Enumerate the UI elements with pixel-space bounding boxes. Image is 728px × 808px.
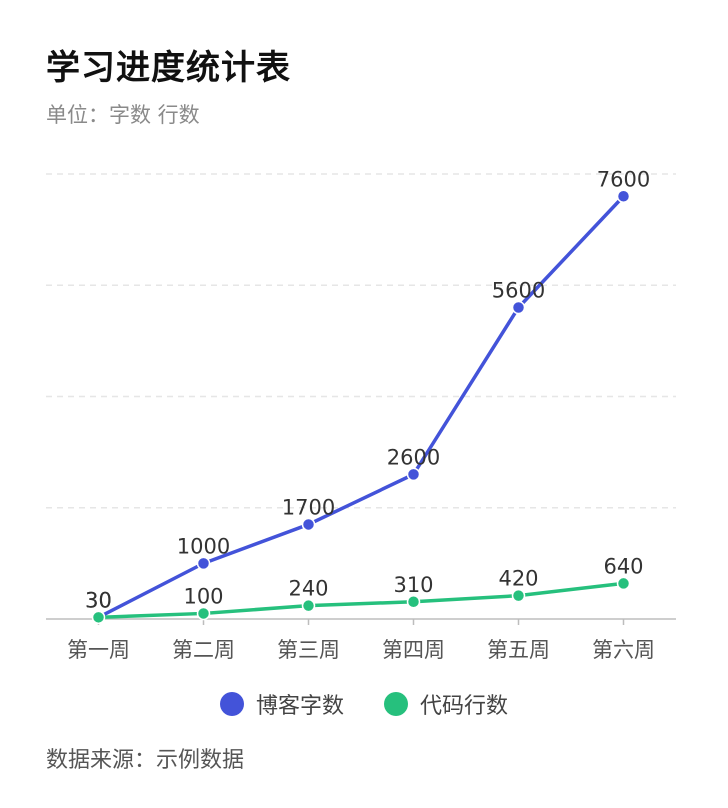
data-source-note: 数据来源：示例数据 [46,748,245,773]
line-chart: 第一周 第二周 第三周 第四周 第五周 第六周 30 1000 1700 2600 5600 7600… [46,167,676,662]
data-point [616,189,631,203]
legend-marker-code [384,692,408,716]
data-point [406,595,421,609]
data-point [511,300,526,315]
data-label: 640 [603,554,643,578]
data-point [511,588,526,603]
x-tick-label: 第三周 [277,638,340,662]
data-label: 30 [85,588,112,612]
data-label: 1700 [282,495,335,519]
data-point [406,467,421,482]
x-tick-label: 第五周 [487,638,550,662]
data-label: 420 [498,567,538,591]
x-tick-label: 第一周 [67,638,130,662]
data-point [196,606,211,621]
data-point [301,598,316,613]
chart-legend: 博客字数 代码行数 [0,688,728,720]
data-label: 2600 [387,445,440,469]
chart-subtitle: 单位：字数 行数 [46,103,200,127]
data-label: 310 [393,573,433,597]
data-point [301,517,316,532]
legend-label-blog: 博客字数 [255,694,344,719]
data-point [196,556,211,571]
x-tick-label: 第二周 [172,638,235,662]
chart-title: 学习进度统计表 [46,48,291,88]
legend-label-code: 代码行数 [420,694,509,719]
legend-item-blog[interactable]: 博客字数 [219,688,344,720]
data-label: 7600 [597,167,650,191]
series-line [97,195,625,619]
legend-marker-blog [219,692,244,716]
series-line [98,581,624,620]
data-point [616,576,631,591]
data-label: 1000 [177,534,230,558]
x-tick-label: 第四周 [382,638,445,662]
data-label: 30 [85,588,112,612]
x-tick-label: 第六周 [592,638,655,662]
legend-item-code[interactable]: 代码行数 [384,688,508,720]
data-point [91,610,106,625]
data-label: 240 [288,577,328,601]
data-label: 100 [183,584,223,608]
data-label: 5600 [492,279,545,303]
